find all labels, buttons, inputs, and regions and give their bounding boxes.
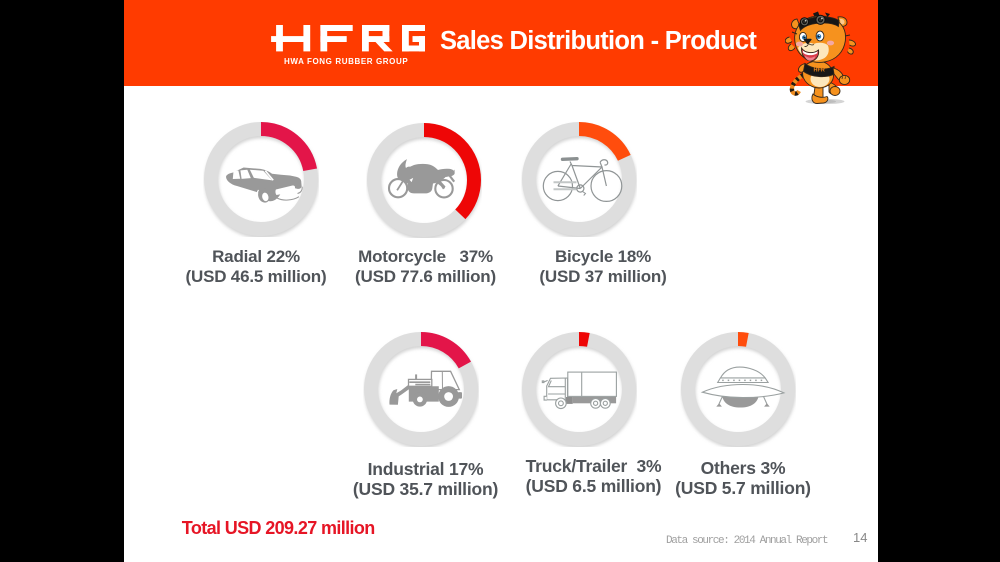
svg-text:HFR: HFR [814,68,825,74]
